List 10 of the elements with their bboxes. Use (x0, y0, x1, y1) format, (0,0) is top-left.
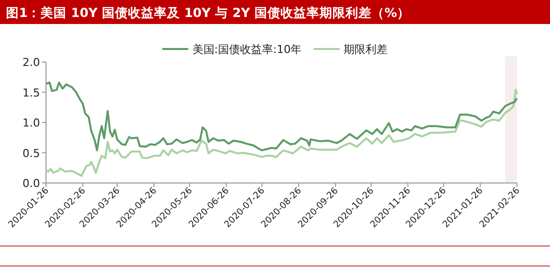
legend-label: 美国:国债收益率:10年 (192, 43, 302, 56)
y-tick-label: 2.0 (22, 56, 40, 69)
y-tick-label: 0.5 (22, 146, 40, 160)
y-tick-label: 0.0 (22, 177, 40, 190)
legend-label: 期限利差 (344, 43, 388, 56)
y-tick-label: 1.5 (22, 86, 40, 100)
y-tick-label: 1.0 (22, 116, 40, 130)
line-series (45, 82, 518, 152)
line-series (45, 88, 518, 177)
chart-title: 图1：美国 10Y 国债收益率及 10Y 与 2Y 国债收益率期限利差（%） (6, 5, 410, 20)
